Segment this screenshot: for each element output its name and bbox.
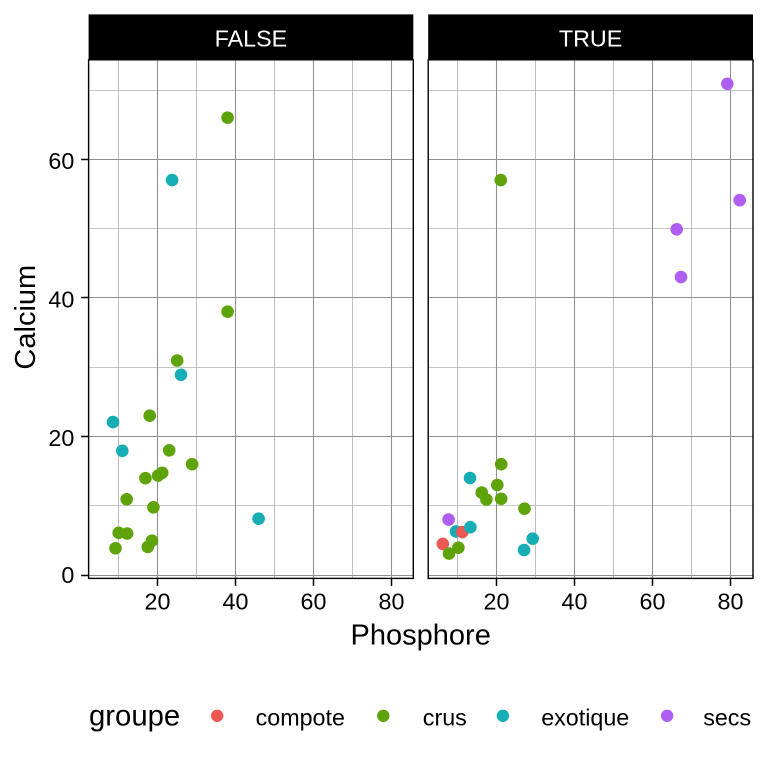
svg-text:TRUE: TRUE (559, 26, 622, 52)
svg-text:20: 20 (145, 589, 171, 615)
svg-text:20: 20 (484, 589, 510, 615)
svg-text:exotique: exotique (541, 704, 629, 730)
svg-text:FALSE: FALSE (215, 26, 288, 52)
svg-text:60: 60 (48, 148, 74, 174)
svg-text:40: 40 (223, 589, 249, 615)
svg-text:compote: compote (256, 704, 345, 730)
svg-text:Phosphore: Phosphore (351, 620, 491, 652)
svg-text:20: 20 (48, 425, 74, 451)
svg-text:80: 80 (718, 589, 744, 615)
svg-text:80: 80 (379, 589, 405, 615)
svg-text:60: 60 (640, 589, 666, 615)
svg-text:40: 40 (562, 589, 588, 615)
svg-text:0: 0 (61, 562, 74, 588)
svg-text:secs: secs (703, 704, 751, 730)
svg-text:groupe: groupe (89, 699, 180, 732)
svg-text:crus: crus (423, 704, 467, 730)
svg-text:Calcium: Calcium (10, 265, 42, 370)
svg-text:60: 60 (301, 589, 327, 615)
svg-text:40: 40 (48, 287, 74, 313)
